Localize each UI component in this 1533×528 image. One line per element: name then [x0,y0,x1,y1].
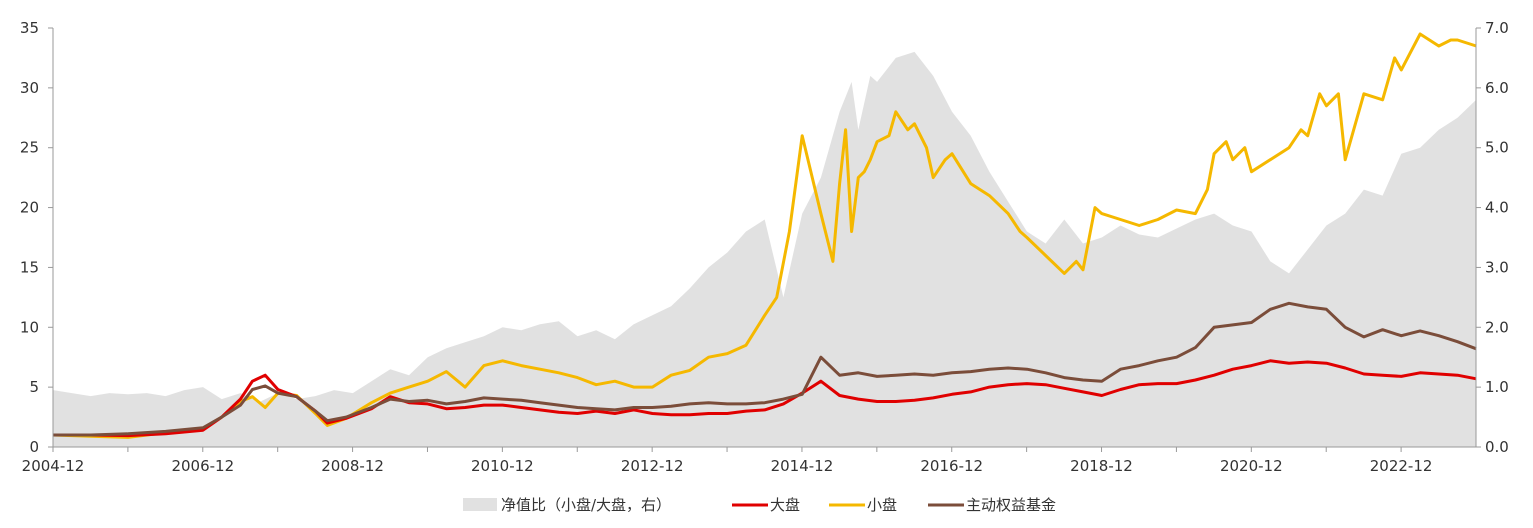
right-tick-label: 6.0 [1485,79,1509,97]
area-layer [53,51,1477,448]
axis-layer: 0 5 10 15 20 25 30 35 0.0 1.0 2.0 3.0 4.0 5.0 6.0 7.0 20… [20,19,1509,475]
left-tick-label: 0 [29,438,39,456]
left-tick-label: 35 [20,19,39,37]
right-tick-label: 4.0 [1485,199,1509,217]
right-tick-label: 1.0 [1485,378,1509,396]
right-tick-label: 2.0 [1485,318,1509,336]
line-series-small-cap [53,32,1477,439]
legend-item-small-cap: 小盘 [829,496,897,514]
legend-label: 净值比（小盘/大盘，右） [501,496,671,514]
left-tick-label: 25 [20,139,39,157]
area-series-nav-ratio [53,51,1477,448]
legend-item-nav-ratio: 净值比（小盘/大盘，右） [463,496,671,514]
legend: 净值比（小盘/大盘，右） 大盘 小盘 主动权益基金 [463,496,1056,514]
right-tick-label: 0.0 [1485,438,1509,456]
left-tick-label: 30 [20,79,39,97]
left-tick-label: 10 [20,318,39,336]
x-tick-label: 2014-12 [771,457,834,475]
left-tick-label: 20 [20,199,39,217]
x-tick-label: 2018-12 [1070,457,1133,475]
right-tick-label: 5.0 [1485,139,1509,157]
line-layer [53,32,1477,439]
legend-item-active-equity: 主动权益基金 [928,496,1056,514]
x-tick-label: 2004-12 [22,457,85,475]
right-tick-label: 7.0 [1485,19,1509,37]
legend-label: 小盘 [867,496,897,514]
legend-swatch [463,498,497,511]
left-tick-label: 5 [29,378,39,396]
x-tick-label: 2008-12 [321,457,384,475]
x-tick-label: 2016-12 [920,457,983,475]
x-tick-label: 2022-12 [1370,457,1433,475]
legend-item-large-cap: 大盘 [732,496,800,514]
x-tick-label: 2006-12 [171,457,234,475]
line-series-large-cap [53,359,1477,438]
legend-label: 主动权益基金 [966,496,1056,514]
line-series-active-equity [53,301,1477,437]
left-tick-label: 15 [20,258,39,276]
x-tick-label: 2010-12 [471,457,534,475]
legend-label: 大盘 [770,496,800,514]
right-tick-label: 3.0 [1485,258,1509,276]
x-tick-label: 2012-12 [621,457,684,475]
x-tick-label: 2020-12 [1220,457,1283,475]
